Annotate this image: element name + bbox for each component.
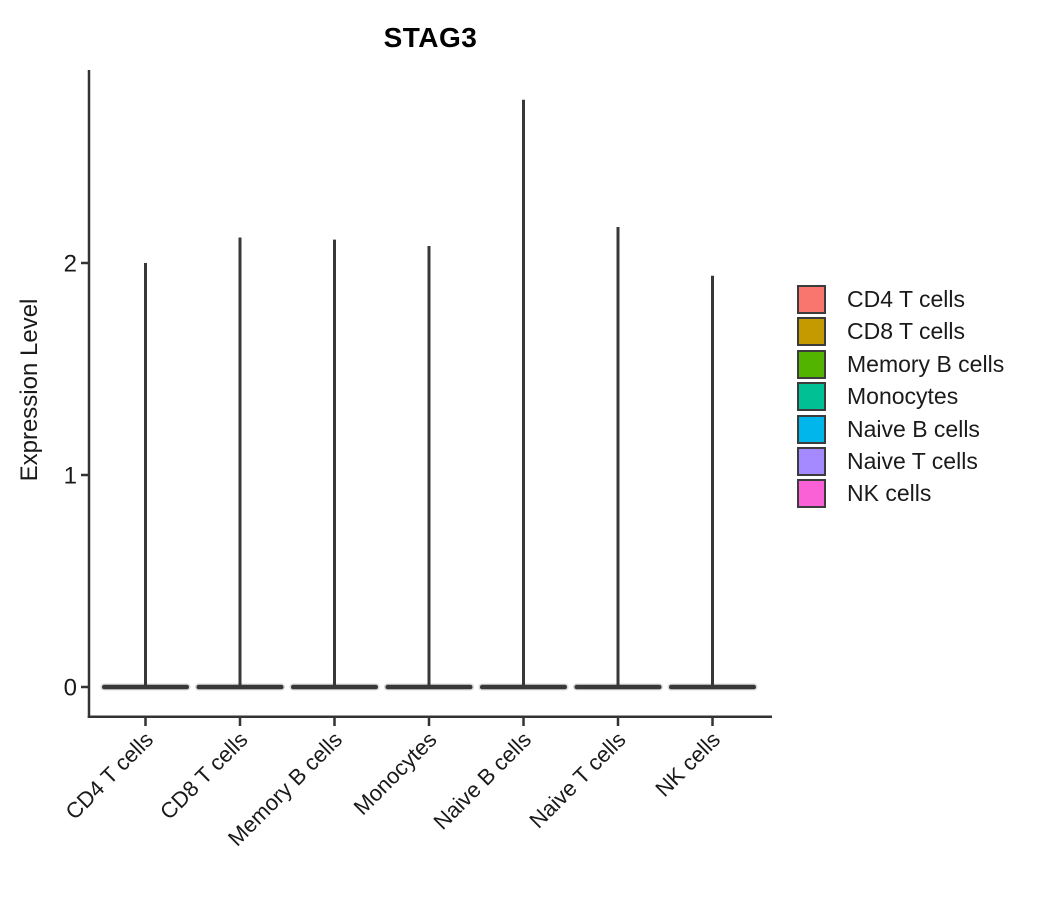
legend-label: CD8 T cells bbox=[847, 318, 966, 345]
legend-swatch bbox=[797, 414, 826, 444]
legend-label: CD4 T cells bbox=[847, 286, 966, 312]
legend-swatch bbox=[797, 479, 826, 509]
legend-item: CD4 T cells bbox=[797, 285, 1004, 314]
legend-swatch bbox=[797, 446, 826, 476]
violin-base bbox=[574, 684, 662, 690]
legend-swatch bbox=[797, 317, 826, 347]
legend: CD4 T cells CD8 T cells Memory B cells Mono… bbox=[797, 285, 1005, 509]
legend-item: Memory B cells bbox=[797, 349, 1005, 379]
y-tick-label: 2 bbox=[64, 251, 77, 278]
x-tick-label: NK cells bbox=[650, 727, 725, 802]
x-tick-label: CD8 T cells bbox=[155, 727, 253, 825]
legend-item: CD8 T cells bbox=[797, 317, 1004, 347]
y-tick-label: 1 bbox=[64, 463, 77, 490]
legend-item: Naive T cells bbox=[797, 446, 1004, 476]
legend-label: Naive T cells bbox=[847, 447, 978, 474]
legend-label: Monocytes bbox=[847, 383, 959, 410]
violin-base bbox=[102, 684, 189, 690]
legend-label: Naive B cells bbox=[847, 415, 980, 442]
legend-item: Monocytes bbox=[797, 382, 1004, 412]
y-tick-label: 0 bbox=[64, 675, 77, 702]
violin-base bbox=[291, 684, 378, 690]
violin-base bbox=[196, 684, 284, 690]
legend-item: Naive B cells bbox=[797, 414, 1004, 444]
violin-base bbox=[669, 684, 756, 690]
legend-label: NK cells bbox=[847, 480, 932, 507]
chart-title: STAG3 bbox=[383, 22, 478, 53]
legend-swatch bbox=[797, 349, 826, 379]
x-tick-label: CD4 T cells bbox=[61, 727, 159, 825]
violin-base bbox=[385, 684, 473, 690]
x-tick-label: Monocytes bbox=[349, 727, 442, 820]
legend-swatch bbox=[797, 285, 826, 314]
legend-swatch bbox=[797, 382, 826, 412]
x-tick-label: Naive T cells bbox=[524, 727, 630, 833]
x-tick-label: Naive B cells bbox=[428, 727, 536, 835]
legend-label: Memory B cells bbox=[847, 350, 1005, 377]
legend-item: NK cells bbox=[797, 479, 1004, 509]
violin-base bbox=[480, 684, 567, 690]
